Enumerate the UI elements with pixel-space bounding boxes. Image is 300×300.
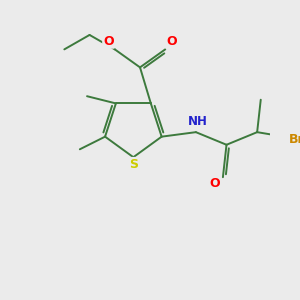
Text: S: S [129, 158, 138, 171]
Text: O: O [166, 35, 177, 48]
Text: Br: Br [289, 133, 300, 146]
Text: NH: NH [188, 115, 208, 128]
Text: O: O [209, 177, 220, 190]
Text: O: O [103, 35, 114, 48]
